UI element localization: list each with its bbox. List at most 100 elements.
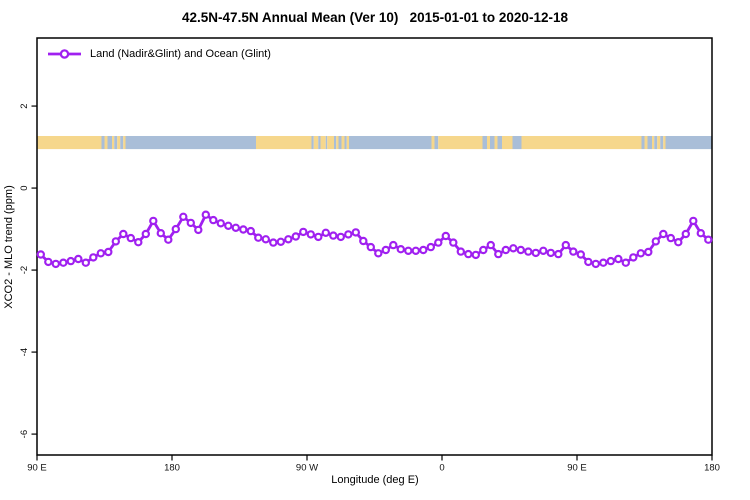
data-point-marker	[584, 257, 593, 267]
map-band-segment-land	[438, 135, 483, 150]
data-point-marker	[599, 258, 608, 267]
data-point-marker	[239, 225, 248, 234]
map-band-segment-ocean	[349, 135, 432, 150]
data-point-marker	[224, 221, 233, 230]
data-point-marker	[74, 254, 83, 264]
map-band-segment-land	[256, 135, 312, 150]
map-band-segment-land	[521, 135, 642, 150]
map-band-segment-land	[341, 135, 345, 150]
data-point-marker	[119, 229, 128, 239]
data-point-marker	[209, 215, 218, 225]
map-band-segment-land	[487, 135, 490, 150]
map-band-segment-land	[117, 135, 121, 150]
data-point-marker	[59, 258, 68, 267]
x-axis-label: Longitude (deg E)	[331, 474, 419, 486]
map-band-segment-land	[346, 135, 349, 150]
data-point-marker	[269, 238, 278, 247]
data-point-marker	[501, 245, 510, 255]
map-band-segment-ocean	[660, 135, 664, 150]
map-band-segment-ocean	[344, 135, 347, 150]
data-point-marker	[171, 224, 180, 234]
data-point-marker	[141, 229, 150, 239]
data-point-marker	[471, 250, 480, 260]
data-point-marker	[359, 236, 368, 246]
map-band-segment-land	[104, 135, 108, 150]
data-point-marker	[681, 229, 691, 239]
data-point-marker	[531, 248, 541, 258]
y-tick-label: 2	[19, 103, 30, 108]
map-band-segment-ocean	[334, 135, 337, 150]
data-point-marker	[314, 232, 323, 242]
data-point-marker	[651, 237, 661, 246]
data-point-marker	[329, 231, 338, 240]
map-band-segment-land	[494, 135, 498, 150]
map-band-segment-ocean	[490, 135, 495, 150]
map-band-segment-ocean	[107, 135, 112, 150]
data-point-marker	[629, 253, 638, 262]
map-band-segment-ocean	[101, 135, 105, 150]
data-point-marker	[494, 249, 503, 259]
data-point-marker	[539, 246, 548, 255]
legend-label: Land (Nadir&Glint) and Ocean (Glint)	[90, 48, 271, 60]
data-point-marker	[381, 245, 390, 255]
data-point-marker	[96, 249, 106, 258]
map-band-segment-land	[320, 135, 326, 150]
map-band-segment-ocean	[120, 135, 124, 150]
data-point-marker	[81, 258, 91, 267]
data-point-marker	[231, 223, 240, 232]
data-point-marker	[479, 245, 488, 255]
map-band-segment-land	[123, 135, 126, 150]
data-point-marker	[261, 235, 270, 244]
map-band-segment-land	[313, 135, 319, 150]
data-point-marker	[299, 227, 308, 237]
map-band-segment-ocean	[647, 135, 652, 150]
map-band-segment-land	[663, 135, 666, 150]
map-band-segment-ocean	[497, 135, 502, 150]
data-point-marker	[486, 240, 495, 250]
data-point-marker	[374, 249, 383, 258]
map-band-segment-land	[37, 135, 102, 150]
data-point-marker	[36, 250, 46, 259]
legend-circle	[59, 49, 70, 59]
map-band-segment-land	[644, 135, 648, 150]
legend-marker-icon	[48, 49, 81, 59]
data-point-marker	[44, 257, 53, 267]
data-point-marker	[404, 246, 413, 255]
map-band-segment-land	[327, 135, 334, 150]
map-band-segment-ocean	[665, 135, 712, 150]
map-band-segment-ocean	[325, 135, 328, 150]
x-tick-label: 90 W	[296, 463, 318, 474]
data-point-marker	[449, 238, 458, 247]
data-point-marker	[434, 238, 443, 247]
data-point-marker	[456, 247, 465, 256]
data-point-marker	[644, 247, 653, 257]
map-band-segment-land	[652, 135, 655, 150]
data-point-marker	[254, 233, 263, 242]
data-point-marker	[696, 228, 706, 238]
data-point-marker	[636, 249, 646, 258]
data-point-marker	[411, 246, 420, 255]
data-point-marker	[134, 237, 143, 247]
data-point-marker	[284, 235, 293, 244]
data-point-marker	[156, 228, 165, 238]
data-point-marker	[576, 250, 586, 259]
data-point-marker	[704, 235, 713, 244]
data-point-marker	[51, 259, 61, 269]
data-point-marker	[561, 240, 571, 250]
data-point-marker	[426, 242, 435, 252]
map-band-segment-land	[657, 135, 661, 150]
data-point-marker	[396, 244, 405, 254]
map-band-segment-ocean	[338, 135, 342, 150]
data-point-marker	[276, 237, 285, 246]
data-point-marker	[201, 210, 210, 219]
data-point-marker	[164, 235, 173, 244]
data-point-marker	[554, 249, 563, 259]
data-point-marker	[674, 237, 683, 247]
plot-frame	[36, 37, 713, 456]
data-point-marker	[336, 232, 345, 242]
map-band-segment-ocean	[318, 135, 321, 150]
data-point-marker	[89, 253, 98, 262]
data-point-marker	[509, 244, 518, 253]
map-band-segment-ocean	[125, 135, 256, 150]
data-point-marker	[389, 240, 398, 250]
